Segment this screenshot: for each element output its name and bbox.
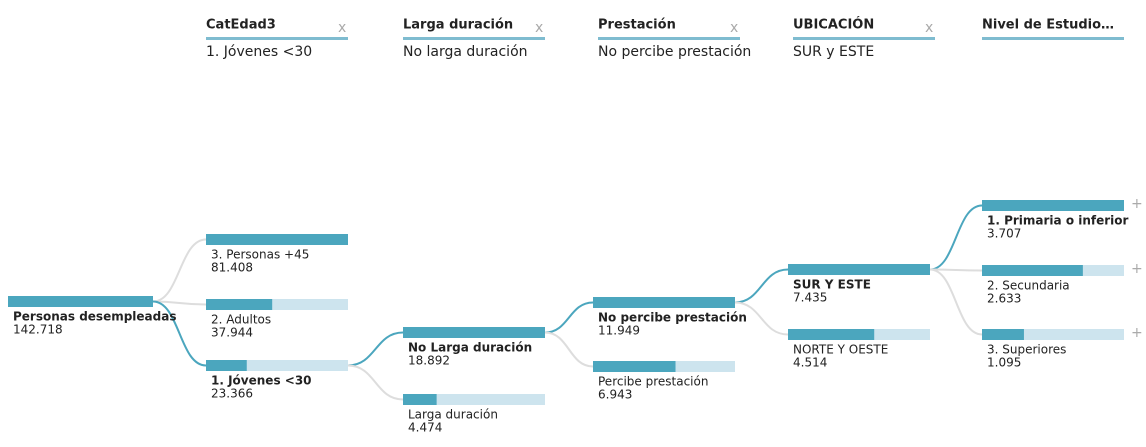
- node-value: 3.707: [987, 227, 1021, 241]
- bar[interactable]: [982, 265, 1083, 276]
- node-label: 3. Superiores: [987, 343, 1066, 357]
- close-icon[interactable]: x: [925, 20, 933, 36]
- bar[interactable]: [593, 361, 676, 372]
- connector: [347, 331, 404, 367]
- bar-track: [982, 329, 1124, 340]
- bar[interactable]: [982, 200, 1124, 211]
- level-underline: [403, 37, 545, 40]
- node-label: Percibe prestación: [598, 375, 708, 389]
- bar-track: [403, 394, 545, 405]
- bar[interactable]: [206, 299, 273, 310]
- connector: [929, 268, 983, 272]
- node-value: 6.943: [598, 388, 632, 402]
- bar[interactable]: [982, 329, 1024, 340]
- bar[interactable]: [206, 360, 247, 371]
- connector: [734, 301, 789, 336]
- bar[interactable]: [788, 329, 875, 340]
- bar[interactable]: [593, 297, 735, 308]
- node-label: 2. Adultos: [211, 313, 271, 327]
- expand-icon[interactable]: +: [1131, 261, 1143, 277]
- node-value: 142.718: [13, 323, 63, 337]
- level-title: Larga duración: [403, 18, 513, 33]
- node-value: 4.514: [793, 356, 827, 370]
- connector: [152, 300, 207, 306]
- level-title: Nivel de Estudio…: [982, 18, 1114, 33]
- expand-icon[interactable]: +: [1131, 325, 1143, 341]
- connector: [347, 364, 404, 401]
- node-value: 7.435: [793, 291, 827, 305]
- node-label: 1. Primaria o inferior: [987, 214, 1129, 228]
- node-value: 81.408: [211, 261, 253, 275]
- connector: [544, 331, 594, 368]
- node-value: 23.366: [211, 387, 253, 401]
- bar[interactable]: [788, 264, 930, 275]
- node-label: 2. Secundaria: [987, 279, 1070, 293]
- level-title: Prestación: [598, 18, 676, 33]
- node-label: SUR Y ESTE: [793, 278, 871, 292]
- node-label: No percibe prestación: [598, 311, 747, 325]
- node-value: 11.949: [598, 324, 640, 338]
- node-label: Larga duración: [408, 408, 498, 422]
- level-underline: [793, 37, 935, 40]
- expand-icon[interactable]: +: [1131, 196, 1143, 212]
- node-label: NORTE Y OESTE: [793, 343, 888, 357]
- level-filter: No larga duración: [403, 44, 528, 60]
- connector: [929, 268, 983, 336]
- connector: [929, 204, 983, 271]
- node-value: 18.892: [408, 354, 450, 368]
- node-value: 1.095: [987, 356, 1021, 370]
- level-filter: 1. Jóvenes <30: [206, 44, 312, 60]
- node-label: Personas desempleadas: [13, 310, 176, 324]
- level-underline: [206, 37, 348, 40]
- bar[interactable]: [8, 296, 153, 307]
- bar-track: [206, 360, 348, 371]
- node-label: No Larga duración: [408, 341, 532, 355]
- node-label: 3. Personas +45: [211, 248, 309, 262]
- bar[interactable]: [403, 327, 545, 338]
- level-underline: [982, 37, 1124, 40]
- node-value: 4.474: [408, 421, 442, 435]
- connector: [734, 268, 789, 304]
- close-icon[interactable]: x: [730, 20, 738, 36]
- node-label: 1. Jóvenes <30: [211, 374, 312, 388]
- connector: [152, 300, 207, 367]
- connector: [152, 238, 207, 303]
- node-value: 2.633: [987, 292, 1021, 306]
- level-filter: SUR y ESTE: [793, 44, 874, 60]
- node-value: 37.944: [211, 326, 253, 340]
- level-title: CatEdad3: [206, 18, 276, 33]
- close-icon[interactable]: x: [338, 20, 346, 36]
- bar[interactable]: [403, 394, 437, 405]
- bar[interactable]: [206, 234, 348, 245]
- bar-track: [206, 299, 348, 310]
- level-title: UBICACIÓN: [793, 17, 874, 33]
- connector: [544, 301, 594, 334]
- level-filter: No percibe prestación: [598, 44, 751, 60]
- close-icon[interactable]: x: [535, 20, 543, 36]
- level-underline: [598, 37, 740, 40]
